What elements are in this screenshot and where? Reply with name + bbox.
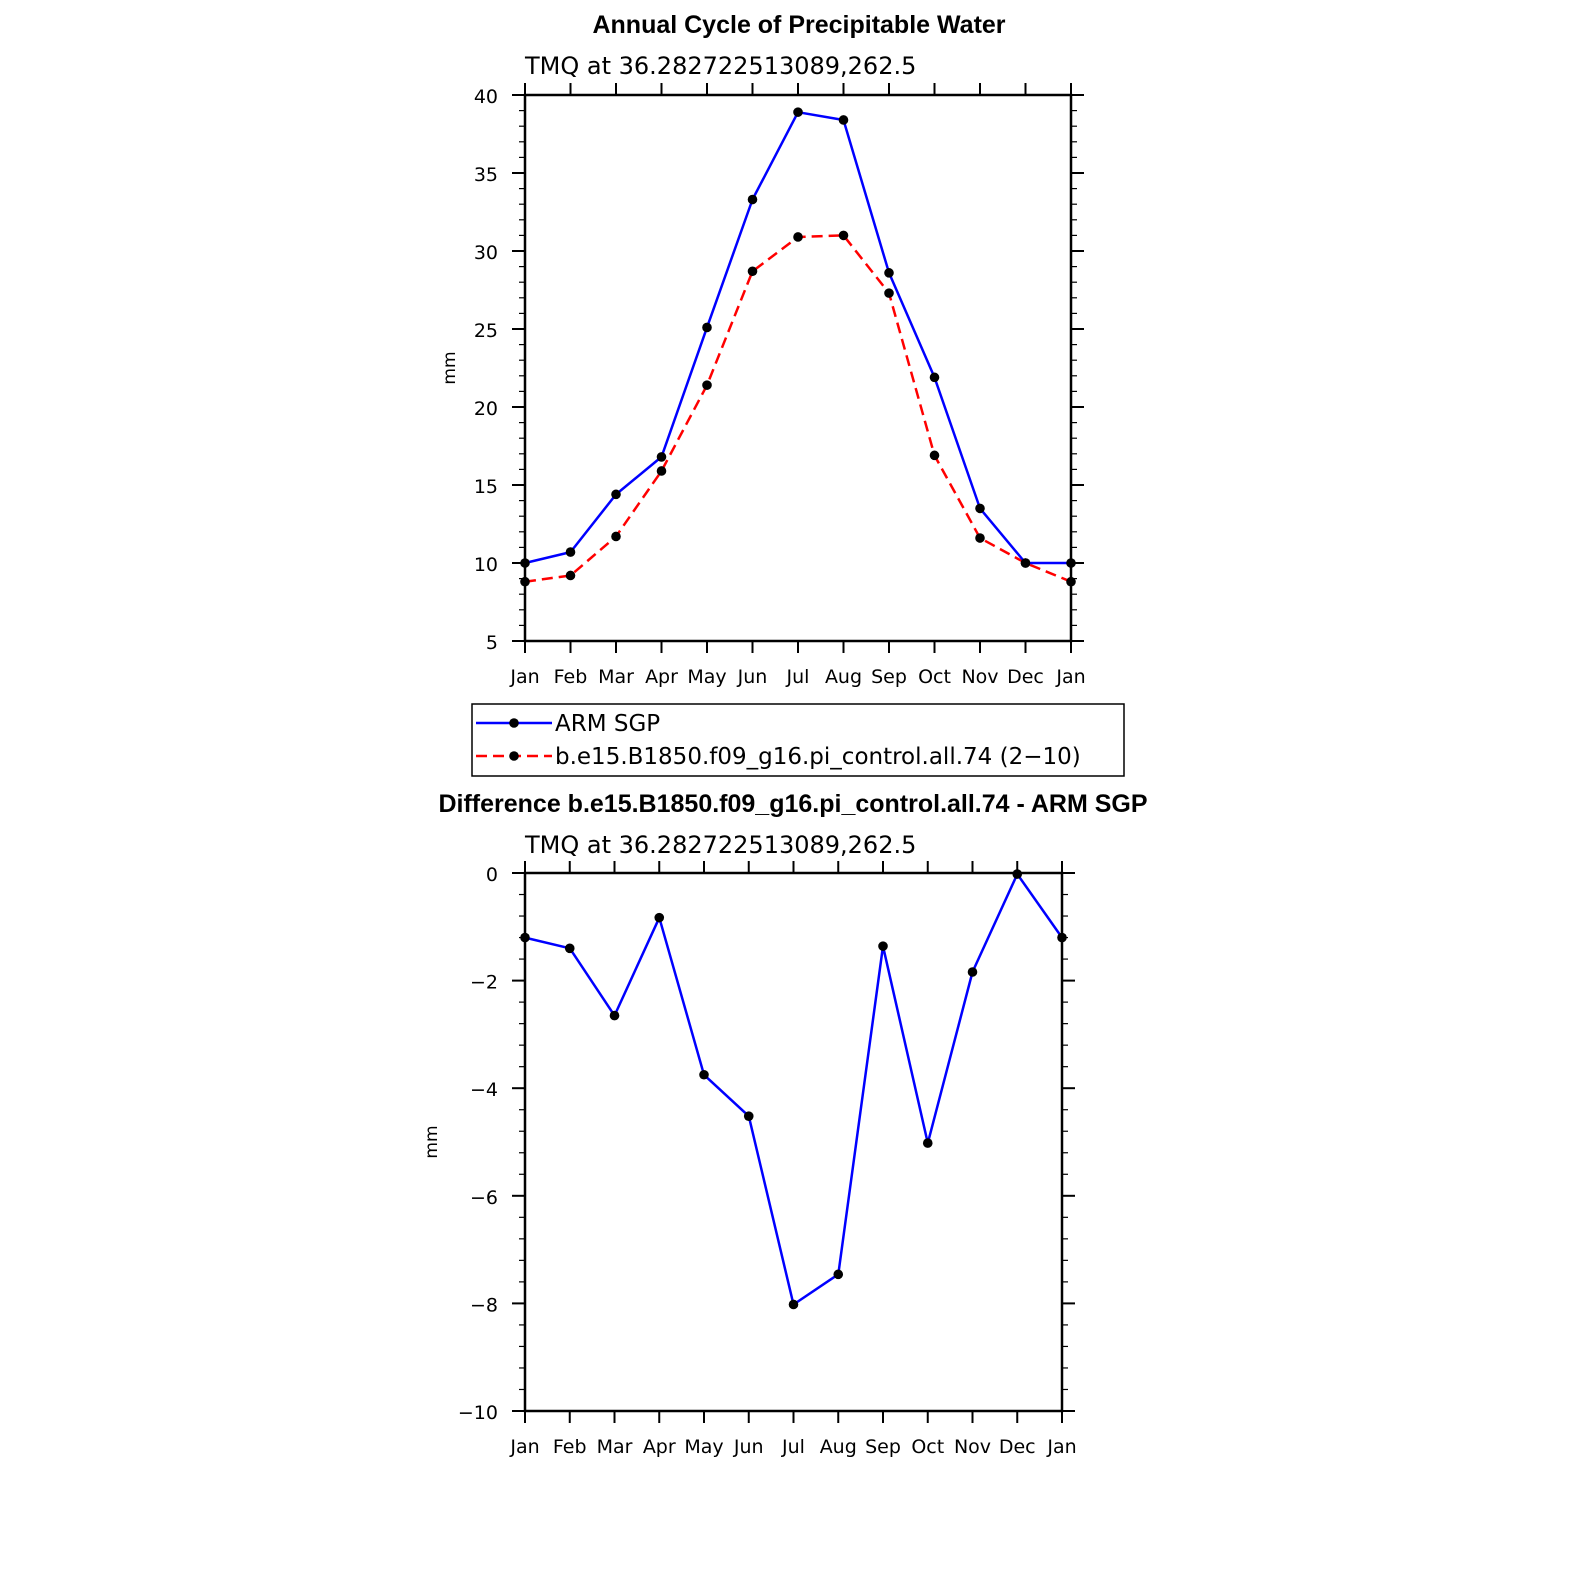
x-tick-label: May [684,1436,723,1458]
difference-chart: Difference b.e15.B1850.f09_g16.pi_contro… [422,790,1148,1458]
x-tick-label: Jul [786,666,810,688]
x-tick-label: Apr [643,1436,676,1458]
data-point [611,489,621,500]
data-point [611,531,621,542]
y-axis-label: mm [440,351,460,384]
x-tick-label: Feb [553,1436,587,1458]
series-line-0 [524,110,1071,565]
x-tick-label: Aug [820,1436,857,1458]
data-point [699,1069,709,1080]
y-tick-label: 0 [486,864,498,886]
plot-frame [523,93,1073,643]
data-point [975,503,985,514]
data-point [564,943,575,954]
data-point [929,450,940,461]
series-line-1 [524,234,1072,583]
y-tick-label: 20 [474,398,498,420]
y-tick-label: 35 [474,164,498,186]
y-tick-label: −6 [470,1187,498,1209]
chart-title: Annual Cycle of Precipitable Water [592,11,1005,39]
data-point [1012,869,1023,879]
data-point [747,194,758,205]
y-tick-label: 25 [474,320,498,342]
x-tick-label: May [687,666,726,688]
y-tick-label: −10 [458,1402,498,1424]
x-tick-label: Nov [961,666,998,688]
legend: ARM SGP b.e15.B1850.f09_g16.pi_control.a… [471,703,1125,777]
legend-marker-model [509,751,519,761]
y-tick-label: −4 [470,1079,498,1101]
data-point [656,452,667,462]
data-point [929,372,940,383]
data-point [609,1010,620,1021]
chart-title: Difference b.e15.B1850.f09_g16.pi_contro… [438,790,1147,818]
x-tick-label: Jun [737,666,768,688]
data-point [793,232,803,242]
y-tick-label: 10 [474,554,498,576]
data-point [922,1138,933,1148]
x-tick-label: Sep [871,666,907,688]
x-tick-label: Sep [865,1436,901,1458]
data-point [838,115,849,125]
y-tick-label: 15 [474,476,498,498]
series-line-0 [524,872,1064,1306]
chart-subtitle: TMQ at 36.282722513089,262.5 [524,831,916,859]
x-tick-label: Mar [597,1436,633,1458]
x-tick-label: Oct [918,666,951,688]
x-tick-label: Jan [1055,666,1085,688]
x-tick-label: Jan [1046,1436,1076,1458]
legend-label-arm-sgp: ARM SGP [555,711,660,737]
x-tick-label: Oct [911,1436,944,1458]
x-tick-label: Aug [825,666,862,688]
legend-marker-arm-sgp [509,718,519,728]
data-point [1057,932,1067,943]
data-point [565,547,576,557]
y-tick-label: 40 [474,86,498,108]
annual-cycle-chart: Annual Cycle of Precipitable Water TMQ a… [440,11,1086,688]
data-point [520,558,530,568]
x-tick-label: Mar [598,666,634,688]
data-point [884,288,894,298]
data-point [565,570,576,581]
data-point [793,107,803,117]
data-point [1020,558,1031,568]
x-tick-label: Jan [509,1436,539,1458]
x-tick-label: Dec [999,1436,1036,1458]
chart-subtitle: TMQ at 36.282722513089,262.5 [524,52,916,80]
x-tick-label: Jul [781,1436,805,1458]
x-tick-label: Dec [1007,666,1044,688]
x-tick-label: Feb [554,666,588,688]
data-point [788,1299,799,1310]
y-tick-label: −8 [470,1294,498,1316]
data-point [838,230,849,241]
y-tick-label: −2 [470,972,498,994]
data-point [702,322,712,333]
x-tick-label: Apr [645,666,678,688]
data-point [520,576,530,587]
x-tick-label: Jan [509,666,539,688]
data-point [702,380,712,390]
data-point [833,1269,844,1280]
data-point [1066,576,1076,587]
data-point [743,1111,754,1121]
data-point [520,932,530,943]
data-point [884,268,894,278]
y-tick-label: 30 [474,242,498,264]
x-tick-label: Nov [954,1436,991,1458]
data-point [878,941,888,951]
data-point [656,466,667,476]
data-point [1066,558,1076,568]
data-point [747,266,758,277]
data-point [654,912,665,923]
y-axis-label: mm [422,1125,442,1158]
data-point [975,533,985,543]
y-tick-label: 5 [486,632,498,654]
data-point [967,967,978,977]
legend-box [471,703,1125,777]
x-tick-label: Jun [733,1436,764,1458]
legend-label-model: b.e15.B1850.f09_g16.pi_control.all.74 (2… [555,744,1081,770]
